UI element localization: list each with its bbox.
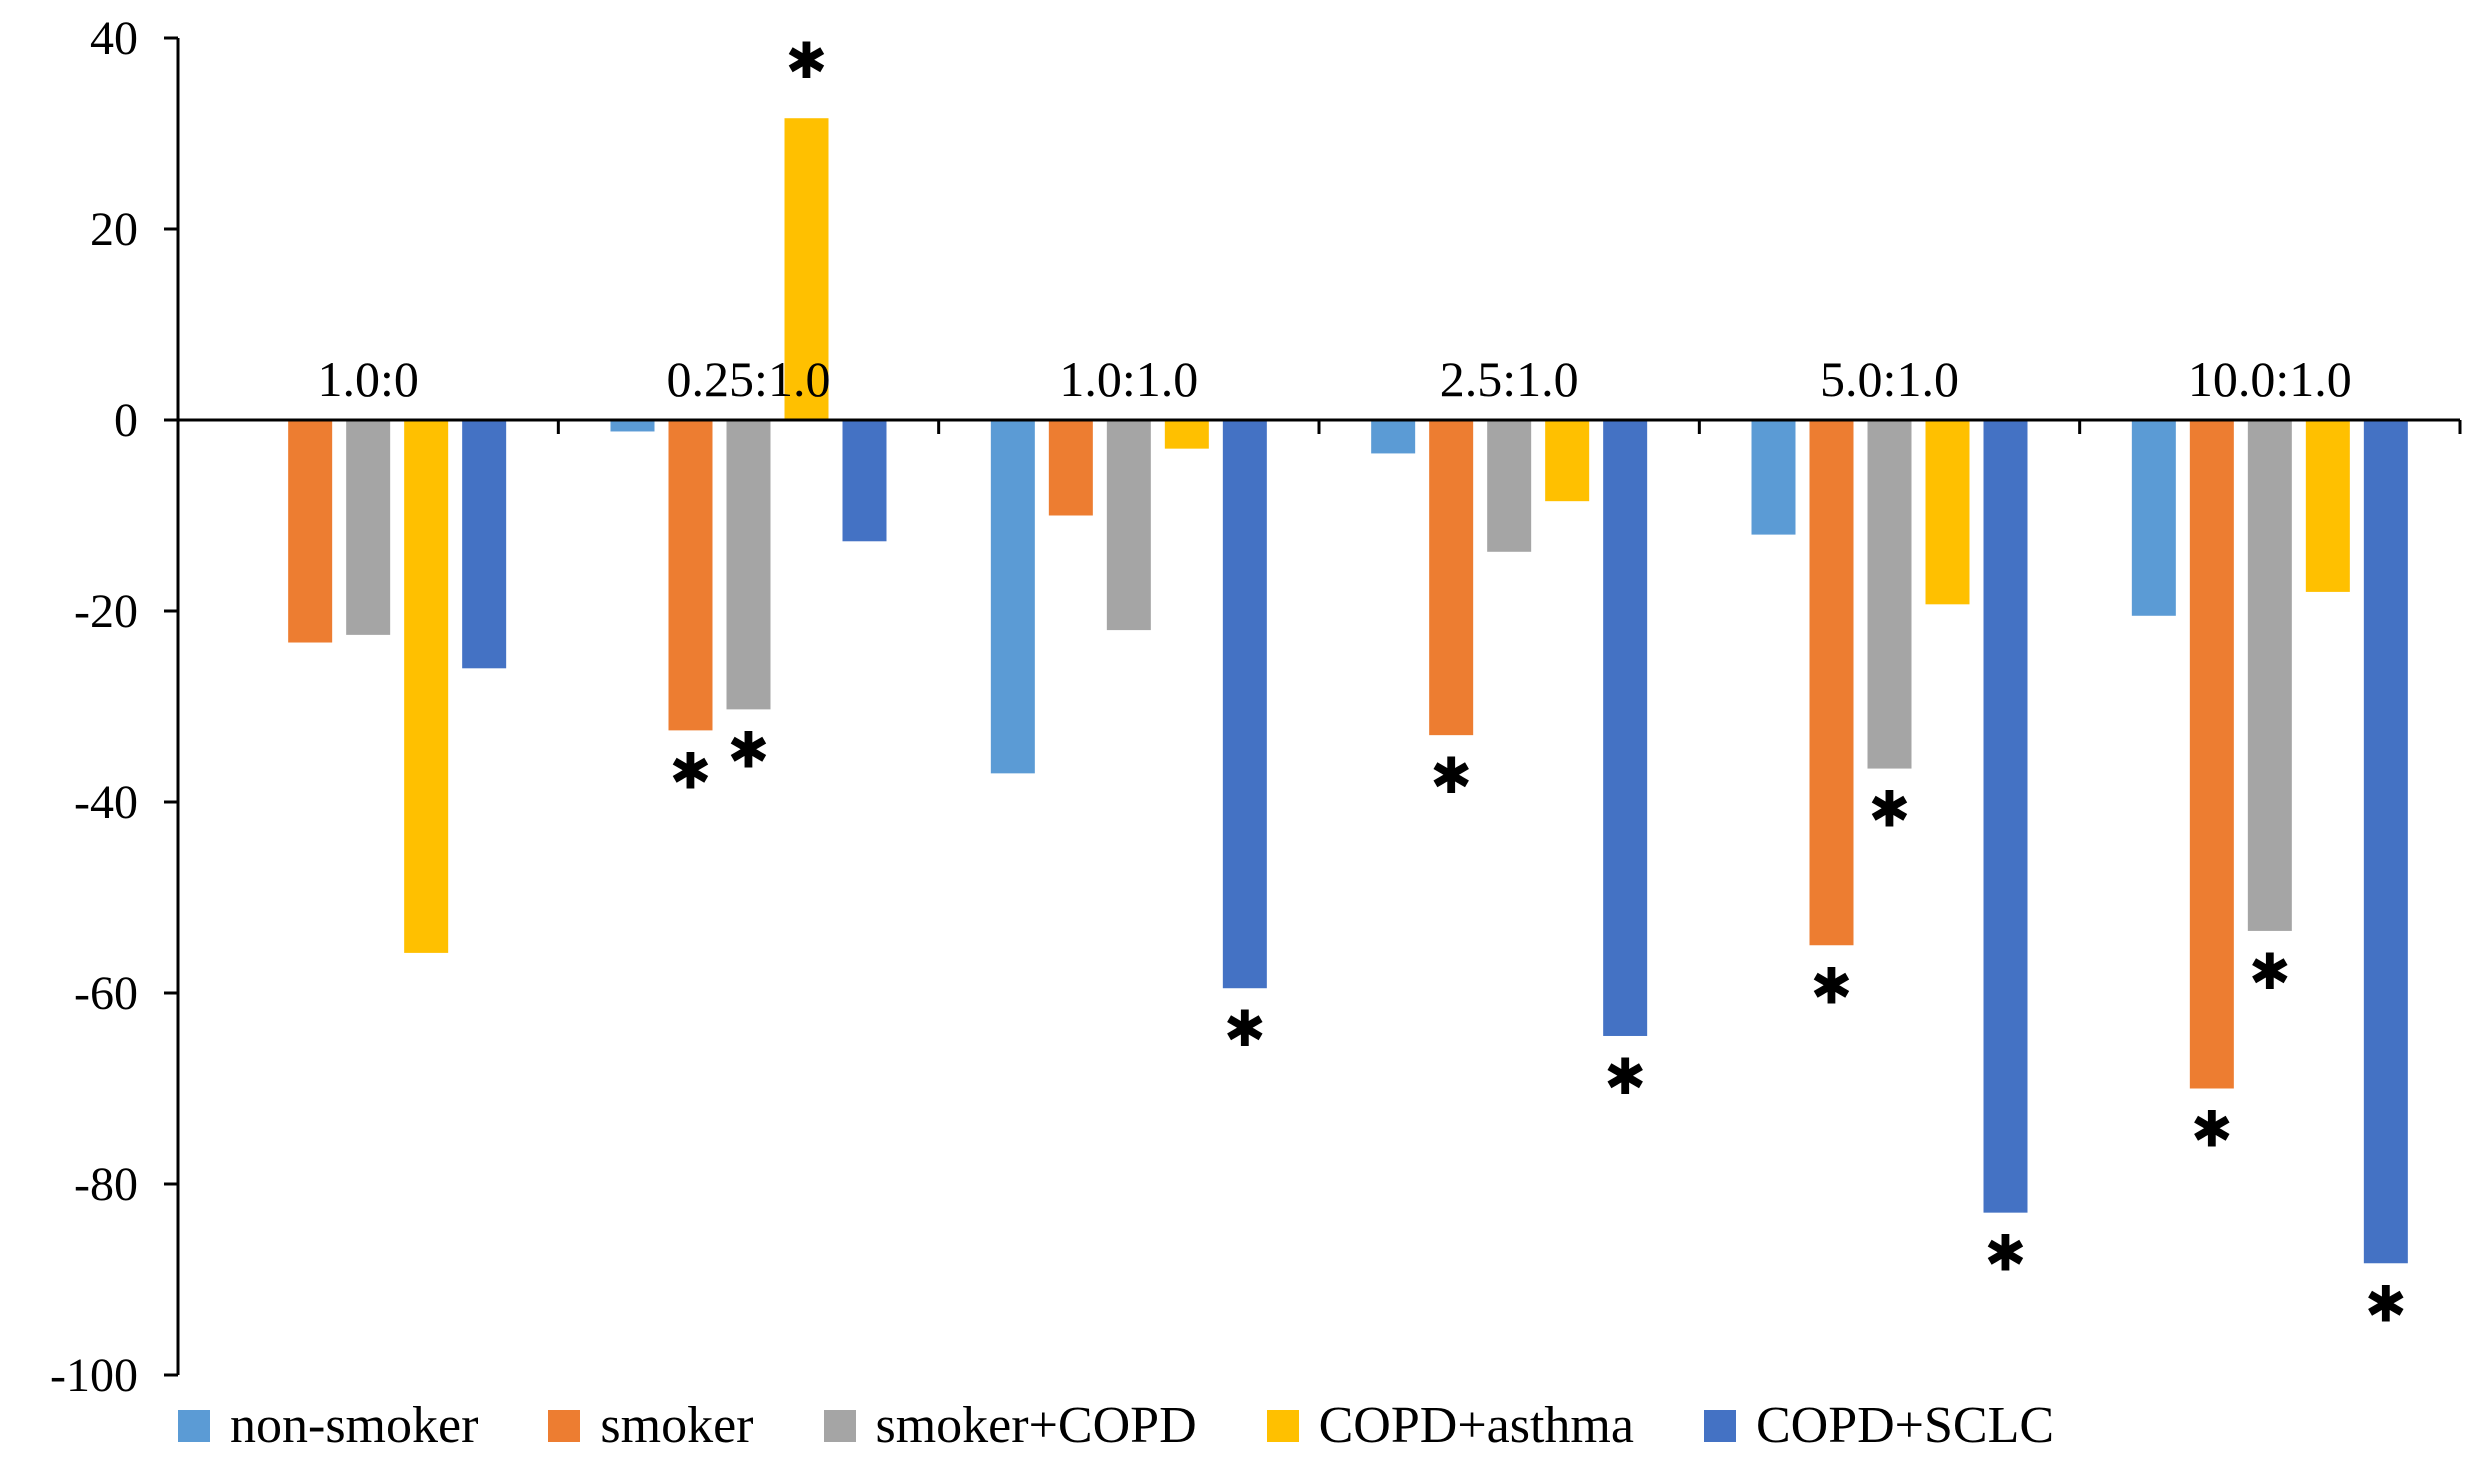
bar-smoker-copd (1487, 420, 1532, 552)
legend: non-smoker smoker smoker+COPD COPD+asthma CO… (178, 1400, 2054, 1452)
bar-copd-sclc (842, 420, 887, 542)
legend-item: smoker+COPD (823, 1397, 1197, 1454)
legend-label: COPD+asthma (1318, 1397, 1634, 1454)
bar-copd-sclc (1983, 420, 2028, 1213)
legend-item: non-smoker (178, 1400, 478, 1452)
significance-marker: ✱ (1430, 747, 1472, 805)
legend-label: COPD+SCLC (1755, 1397, 2055, 1454)
bar-smoker-copd (1867, 420, 1912, 769)
bar-non-smoker (2131, 420, 2176, 616)
bar-smoker-copd (726, 420, 771, 710)
bar-smoker (668, 420, 713, 731)
significance-markers: ✱ ✱ ✱ ✱ ✱ ✱ ✱ ✱ ✱ ✱ ✱ ✱ (670, 32, 2407, 1333)
legend-label: smoker (600, 1397, 754, 1454)
y-tick-label: 20 (90, 203, 138, 256)
bar-smoker-copd (2247, 420, 2292, 931)
y-tick-label: -60 (74, 967, 138, 1020)
significance-marker: ✱ (2191, 1101, 2233, 1159)
bar-smoker-copd (1106, 420, 1151, 631)
y-tick-label: -80 (74, 1158, 138, 1211)
x-axis (176, 418, 2462, 434)
bar-copd-sclc (2363, 420, 2408, 1264)
y-tick-label: -100 (50, 1349, 138, 1402)
legend-item: COPD+asthma (1266, 1397, 1634, 1454)
category-label: 5.0:1.0 (1820, 351, 1959, 407)
significance-marker: ✱ (1985, 1225, 2027, 1283)
legend-label: non-smoker (230, 1397, 479, 1454)
significance-marker: ✱ (786, 32, 828, 90)
y-tick-label: 40 (90, 12, 138, 65)
category-label: 1.0:0 (317, 351, 418, 407)
y-axis: 40 20 0 -20 -40 -60 -80 -100 (50, 12, 180, 1402)
legend-swatch (1266, 1410, 1299, 1442)
significance-marker: ✱ (2249, 943, 2291, 1001)
bar-non-smoker (1371, 420, 1416, 454)
bar-copd-sclc (1603, 420, 1648, 1036)
y-tick-label: -20 (74, 585, 138, 638)
category-label: 10.0:1.0 (2188, 351, 2352, 407)
bar-smoker (1809, 420, 1854, 946)
bar-smoker-copd (346, 420, 391, 635)
legend-swatch (548, 1410, 581, 1442)
bar-smoker (2189, 420, 2234, 1089)
legend-label: smoker+COPD (875, 1397, 1197, 1454)
category-label: 0.25:1.0 (667, 351, 831, 407)
category-labels: 1.0:0 0.25:1.0 1.0:1.0 2.5:1.0 5.0:1.0 10.0:1… (317, 351, 2351, 407)
category-label: 2.5:1.0 (1440, 351, 1579, 407)
legend-swatch (823, 1410, 856, 1442)
bar-smoker (288, 420, 333, 643)
bar-copd-sclc (1222, 420, 1267, 989)
significance-marker: ✱ (670, 742, 712, 800)
bar-non-smoker (610, 420, 655, 432)
significance-marker: ✱ (1869, 781, 1911, 839)
bar-non-smoker (990, 420, 1035, 774)
significance-marker: ✱ (2365, 1275, 2407, 1333)
legend-item: COPD+SCLC (1703, 1397, 2055, 1454)
bar-copd-asthma (784, 118, 829, 420)
bar-copd-asthma (1925, 420, 1970, 605)
legend-item: smoker (548, 1397, 754, 1454)
bars (288, 118, 2408, 1264)
bar-smoker (1429, 420, 1474, 736)
significance-marker: ✱ (728, 721, 770, 779)
significance-marker: ✱ (1604, 1048, 1646, 1106)
significance-marker: ✱ (1224, 1000, 1266, 1058)
bar-copd-asthma (1164, 420, 1209, 449)
bar-copd-sclc (462, 420, 507, 669)
bar-smoker (1048, 420, 1093, 516)
bar-copd-asthma (2305, 420, 2350, 592)
bar-copd-asthma (404, 420, 449, 953)
y-tick-label: -40 (74, 776, 138, 829)
category-label: 1.0:1.0 (1059, 351, 1198, 407)
bar-copd-asthma (1545, 420, 1590, 502)
significance-marker: ✱ (1811, 957, 1853, 1015)
legend-swatch (178, 1410, 210, 1442)
y-tick-label: 0 (114, 394, 138, 447)
bar-non-smoker (1751, 420, 1796, 535)
legend-swatch (1703, 1410, 1736, 1442)
